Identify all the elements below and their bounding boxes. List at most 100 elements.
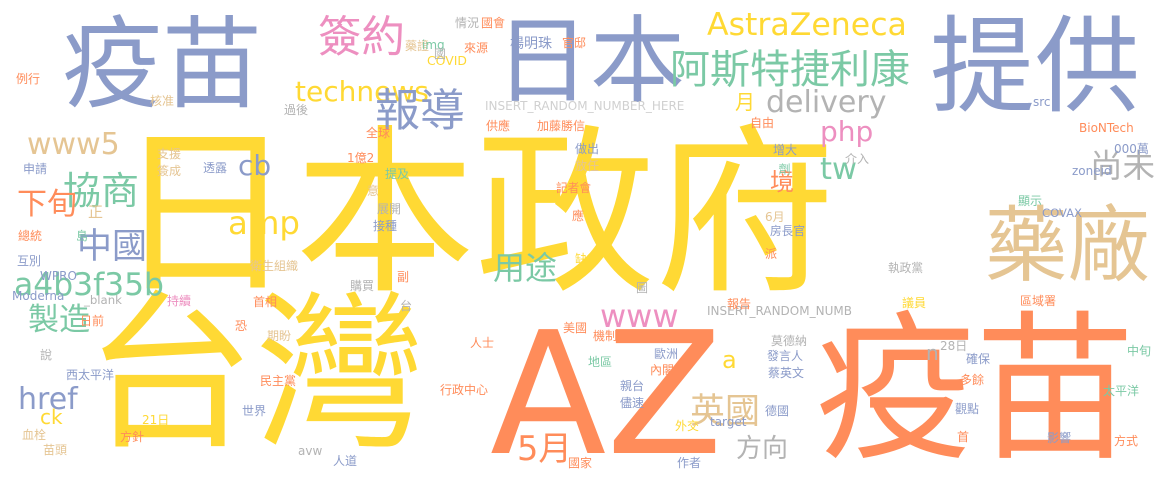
word-dao: 島 — [76, 229, 88, 243]
word-insert-random-number-here: INSERT_RANDOM_NUMBER_HERE — [485, 99, 685, 113]
word-xingzhengzhongxin: 行政中心 — [440, 383, 489, 397]
word-www: www — [600, 297, 679, 335]
word-zongtong: 總統 — [18, 229, 43, 243]
word-1yi2: 1億2 — [347, 151, 375, 165]
word-qingkuang: 情況 — [455, 16, 480, 30]
word-shijie: 世界 — [242, 404, 267, 418]
word-guandian: 觀點 — [955, 402, 980, 416]
word-shenqing: 申請 — [23, 162, 48, 176]
word-www5: www5 — [27, 127, 120, 162]
word-quyushu: 區域署 — [1020, 294, 1057, 308]
word-zengda: 增大 — [773, 143, 798, 157]
word-zhiyuan: 支援 — [157, 147, 182, 161]
word-zhongxun: 中旬 — [1127, 344, 1152, 358]
word-guohou: 過後 — [284, 103, 309, 117]
word-qianyue: 簽約 — [318, 13, 405, 63]
word-tai: 台 — [400, 299, 413, 313]
word-zheng: 正 — [88, 203, 103, 221]
word-miaotou: 苗頭 — [43, 443, 68, 457]
word-yiyuan: 議員 — [902, 296, 927, 310]
word-guandi: 官邸 — [562, 36, 587, 50]
word-fangzhangguan: 房長官 — [770, 224, 805, 238]
word-ying: 應 — [572, 209, 585, 223]
word-modena: 莫德納 — [771, 334, 807, 348]
word-shou: 首 — [957, 430, 970, 444]
word-covax: COVAX — [1042, 206, 1082, 220]
word-yi: 意 — [367, 184, 379, 198]
word-ribenzhengfu: 日本政府 — [115, 110, 836, 319]
word-jizhehui: 記者會 — [556, 181, 591, 195]
word-php: php — [820, 115, 874, 148]
word-rendao: 人道 — [333, 454, 358, 468]
word-avw: avw — [298, 444, 323, 458]
word-guohui: 國會 — [481, 16, 506, 30]
word-wpro: WPRO — [40, 269, 77, 283]
word-xiaxun: 下旬 — [17, 187, 77, 222]
word-riben: 日本 — [495, 7, 686, 117]
word-renshi: 人士 — [470, 336, 495, 350]
word-toulu: 透露 — [203, 161, 228, 175]
word-moderna: Moderna — [12, 289, 65, 303]
word-yingguo: 英國 — [690, 392, 760, 432]
word-delivery: delivery — [766, 85, 887, 120]
word-weishengzuzhi: 衛生組織 — [250, 259, 299, 273]
word-yaochang: 藥廠 — [985, 198, 1150, 294]
word-az: AZ — [490, 296, 723, 482]
word-lixing: 例行 — [16, 72, 41, 86]
word-goumai: 購買 — [350, 279, 375, 293]
word-biontech: BioNTech — [1079, 121, 1134, 135]
word-blank: _blank — [84, 293, 122, 307]
word-ck: ck — [40, 405, 63, 429]
word-fu: 副 — [397, 270, 410, 284]
word-quebao: 確保 — [966, 352, 991, 366]
word-amp: amp — [228, 204, 300, 242]
word-caiyingwen: 蔡英文 — [768, 366, 804, 380]
word-baogao: 報告 — [727, 297, 752, 311]
word-ziyou: 自由 — [750, 116, 775, 130]
word-28ri: 28日 — [940, 339, 968, 353]
word-zuozhe: 作者 — [677, 456, 702, 470]
word-waijiao: 外交 — [675, 419, 700, 433]
word-target: target — [710, 415, 747, 429]
word-xieshang: 協商 — [63, 169, 140, 213]
word-fangshi: 方式 — [1114, 434, 1139, 448]
word-yingxiang: 影響 — [1047, 431, 1072, 445]
word-fangxiang: 方向 — [736, 434, 789, 464]
word-quanqiu: 全球 — [366, 126, 391, 140]
word-000wan: 000萬 — [1114, 142, 1149, 156]
word-insert-random-numb: INSERT_RANDOM_NUMB — [707, 304, 852, 318]
word-zoneid: zoneid — [1072, 164, 1112, 178]
word-tigong: 提供 — [930, 6, 1141, 128]
word-jiezhong: 接種 — [373, 219, 398, 233]
word-yimiao-blue: 疫苗 — [62, 6, 262, 123]
word-shangwei: 尚未 — [1090, 147, 1156, 185]
word-shuo: 說 — [40, 348, 53, 362]
word-yue: 月 — [735, 90, 755, 114]
word-zhongguo: 中國 — [77, 227, 147, 267]
word-neigeguan: 內閣官 — [650, 363, 687, 377]
word-jizhi: 機制 — [593, 329, 618, 343]
word-xitaipingyang: 西太平洋 — [66, 368, 115, 382]
word-a4b3f35b: a4b3f35b — [14, 267, 164, 303]
word-6yue: 6月 — [765, 210, 785, 224]
word-chixu: 持續 — [167, 294, 192, 308]
word-ouzhou: 歐洲 — [654, 347, 679, 361]
word-img: img — [422, 38, 445, 52]
word-guo: 國 — [434, 47, 447, 61]
word-qintai: 親台 — [620, 379, 645, 393]
word-baodao: 報導 — [375, 84, 466, 137]
word-taiwan: 台灣 — [85, 276, 426, 474]
word-tiji: 提及 — [385, 167, 410, 181]
word-yaozheng: 藥證 — [405, 39, 430, 53]
word-kong: 恐 — [235, 319, 248, 333]
word-minzhudang: 民主黨 — [260, 374, 297, 388]
word-diqu: 地區 — [588, 355, 613, 369]
word-yongtu: 用途 — [493, 249, 557, 287]
word-gongying: 供應 — [486, 119, 511, 133]
word-21ri: 21日 — [142, 413, 170, 427]
word-qipan: 期盼 — [267, 329, 292, 343]
word-5yue: 5月 — [517, 429, 572, 468]
word-zhankai: 展開 — [377, 202, 402, 216]
word-zuochu: 做出 — [575, 142, 600, 156]
